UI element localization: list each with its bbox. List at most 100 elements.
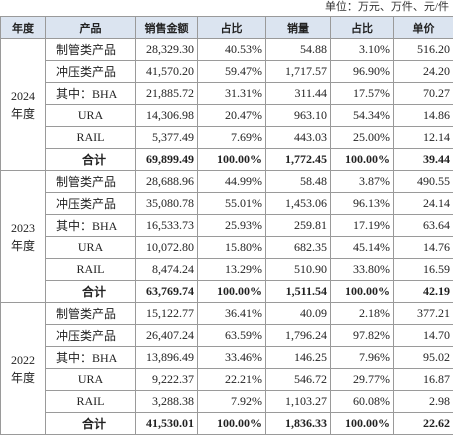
- value-cell: 14,306.98: [135, 104, 198, 127]
- value-cell: 26,407.24: [135, 324, 198, 347]
- value-cell: 963.10: [265, 104, 331, 127]
- value-cell: 682.35: [265, 236, 331, 259]
- year-cell: 2022 年度: [0, 302, 46, 435]
- table-row: 2022 年度 制管类产品 15,122.77 36.41% 40.09 2.18% 377.…: [0, 302, 453, 435]
- year-suffix: 年度: [10, 106, 35, 121]
- value-cell: 22.21%: [197, 368, 266, 391]
- product-cell: RAIL: [45, 390, 136, 413]
- value-cell: 100.00%: [330, 280, 394, 303]
- value-cell: 443.03: [265, 126, 331, 149]
- value-cell: 1,836.33: [265, 412, 331, 435]
- value-cell: 60.08%: [330, 390, 394, 413]
- value-cell: 54.34%: [330, 104, 394, 127]
- value-cell: 9,222.37: [135, 368, 198, 391]
- year: 2023: [11, 220, 35, 235]
- year: 2024: [11, 88, 35, 103]
- value-cell: 8,474.24: [135, 258, 198, 281]
- value-cell: 40.09: [265, 302, 331, 325]
- product-cell: 合计: [45, 148, 136, 171]
- value-cell: 13,896.49: [135, 346, 198, 369]
- value-cell: 14.76: [393, 236, 453, 259]
- header-cell: 单价: [393, 16, 453, 39]
- value-cell: 490.55: [393, 170, 453, 193]
- value-cell: 2.18%: [330, 302, 394, 325]
- value-cell: 59.47%: [197, 60, 266, 83]
- value-cell: 13.29%: [197, 258, 266, 281]
- product-cell: 其中：BHA: [45, 214, 136, 237]
- value-cell: 44.99%: [197, 170, 266, 193]
- value-cell: 41,570.20: [135, 60, 198, 83]
- value-cell: 17.19%: [330, 214, 394, 237]
- table-row: 合计 69,899.49 100.00% 1,772.45 100.00% 39.44: [1, 148, 453, 171]
- value-cell: 546.72: [265, 368, 331, 391]
- table-row: 2024 年度 制管类产品 28,329.30 40.53% 54.88 3.10% 516.…: [0, 38, 453, 171]
- value-cell: 95.02: [393, 346, 453, 369]
- table-row: 其中：BHA 13,896.49 33.46% 146.25 7.96% 95.02: [1, 346, 453, 369]
- value-cell: 63,769.74: [135, 280, 198, 303]
- value-cell: 20.47%: [197, 104, 266, 127]
- value-cell: 311.44: [265, 82, 331, 105]
- header-cell: 销量: [265, 16, 331, 39]
- value-cell: 100.00%: [197, 412, 266, 435]
- table-row: URA 10,072.80 15.80% 682.35 45.14% 14.76: [1, 236, 453, 259]
- value-cell: 63.64: [393, 214, 453, 237]
- value-cell: 1,717.57: [265, 60, 331, 83]
- value-cell: 100.00%: [330, 148, 394, 171]
- table-row: 冲压类产品 26,407.24 63.59% 1,796.24 97.82% 14.70: [1, 324, 453, 347]
- value-cell: 24.20: [393, 60, 453, 83]
- product-cell: 制管类产品: [45, 38, 136, 61]
- value-cell: 28,688.96: [135, 170, 198, 193]
- year-cell: 2024 年度: [0, 38, 46, 171]
- product-cell: URA: [45, 104, 136, 127]
- table-row: 冲压类产品 41,570.20 59.47% 1,717.57 96.90% 24.20: [1, 60, 453, 83]
- value-cell: 3.10%: [330, 38, 394, 61]
- value-cell: 16.59: [393, 258, 453, 281]
- product-cell: 其中：BHA: [45, 82, 136, 105]
- product-cell: 冲压类产品: [45, 60, 136, 83]
- table-row: RAIL 3,288.38 7.92% 1,103.27 60.08% 2.98: [1, 390, 453, 413]
- value-cell: 41,530.01: [135, 412, 198, 435]
- value-cell: 97.82%: [330, 324, 394, 347]
- value-cell: 33.46%: [197, 346, 266, 369]
- value-cell: 17.57%: [330, 82, 394, 105]
- value-cell: 15,122.77: [135, 302, 198, 325]
- year-cell: 2023 年度: [0, 170, 46, 303]
- table-row: 其中：BHA 21,885.72 31.31% 311.44 17.57% 70.27: [1, 82, 453, 105]
- unit-note: 单位：万元、万件、元/件: [324, 1, 449, 13]
- product-cell: 冲压类产品: [45, 192, 136, 215]
- table-row: 2023 年度 制管类产品 28,688.96 44.99% 58.48 3.87% 490.…: [0, 170, 453, 303]
- value-cell: 39.44: [393, 148, 453, 171]
- value-cell: 14.70: [393, 324, 453, 347]
- product-cell: RAIL: [45, 126, 136, 149]
- value-cell: 45.14%: [330, 236, 394, 259]
- year-suffix: 年度: [10, 238, 35, 253]
- value-cell: 24.14: [393, 192, 453, 215]
- header-cell: 年度: [0, 16, 46, 39]
- product-cell: URA: [45, 368, 136, 391]
- sales-table: 年度 产品 销售金额 占比 销量 占比 单价 2024 年度 制管类产品 28,329.30 40.…: [0, 16, 453, 435]
- value-cell: 40.53%: [197, 38, 266, 61]
- value-cell: 22.62: [393, 412, 453, 435]
- year-suffix: 年度: [10, 370, 35, 385]
- value-cell: 516.20: [393, 38, 453, 61]
- header-cell: 占比: [330, 16, 394, 39]
- value-cell: 25.00%: [330, 126, 394, 149]
- value-cell: 15.80%: [197, 236, 266, 259]
- value-cell: 33.80%: [330, 258, 394, 281]
- value-cell: 55.01%: [197, 192, 266, 215]
- header-cell: 产品: [45, 16, 136, 39]
- value-cell: 29.77%: [330, 368, 394, 391]
- product-cell: 合计: [45, 280, 136, 303]
- product-cell: URA: [45, 236, 136, 259]
- product-cell: 合计: [45, 412, 136, 435]
- value-cell: 1,453.06: [265, 192, 331, 215]
- value-cell: 7.69%: [197, 126, 266, 149]
- value-cell: 10,072.80: [135, 236, 198, 259]
- value-cell: 1,103.27: [265, 390, 331, 413]
- value-cell: 25.93%: [197, 214, 266, 237]
- value-cell: 35,080.78: [135, 192, 198, 215]
- value-cell: 1,772.45: [265, 148, 331, 171]
- value-cell: 100.00%: [197, 148, 266, 171]
- table-row: URA 9,222.37 22.21% 546.72 29.77% 16.87: [1, 368, 453, 391]
